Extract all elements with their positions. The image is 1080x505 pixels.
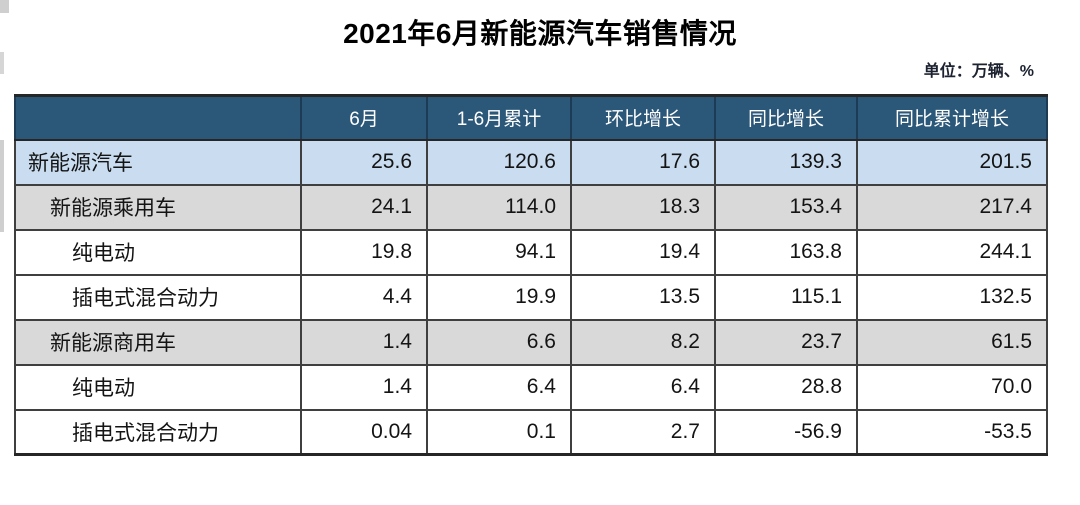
header-row: 6月 1-6月累计 环比增长 同比增长 同比累计增长 <box>14 94 1048 141</box>
table-cell: 6.6 <box>426 318 572 366</box>
table-cell: 115.1 <box>714 273 858 321</box>
table-row-commercial-bev: 纯电动 1.4 6.4 6.4 28.8 70.0 <box>14 363 1048 411</box>
col-header-blank <box>14 94 302 141</box>
table-cell: 24.1 <box>300 183 428 231</box>
table-cell: 244.1 <box>856 228 1048 276</box>
col-header-june: 6月 <box>300 94 428 141</box>
table-cell: 25.6 <box>300 138 428 186</box>
screenshot-edge-artifact <box>0 52 4 74</box>
table-row-passenger-bev: 纯电动 19.8 94.1 19.4 163.8 244.1 <box>14 228 1048 276</box>
page-title: 2021年6月新能源汽车销售情况 <box>343 18 737 49</box>
table-cell: 19.4 <box>570 228 716 276</box>
row-label: 新能源汽车 <box>14 138 302 186</box>
table-cell: 19.8 <box>300 228 428 276</box>
table-cell: 0.1 <box>426 408 572 456</box>
table-cell: 0.04 <box>300 408 428 456</box>
col-header-yoy-cumulative-growth: 同比累计增长 <box>856 94 1048 141</box>
table-cell: 13.5 <box>570 273 716 321</box>
table-cell: 1.4 <box>300 363 428 411</box>
table-cell: 8.2 <box>570 318 716 366</box>
table-cell: 17.6 <box>570 138 716 186</box>
row-label: 插电式混合动力 <box>14 408 302 456</box>
table-row-nev-total: 新能源汽车 25.6 120.6 17.6 139.3 201.5 <box>14 138 1048 186</box>
sales-table: 6月 1-6月累计 环比增长 同比增长 同比累计增长 新能源汽车 25.6 12… <box>14 94 1048 456</box>
table-cell: 132.5 <box>856 273 1048 321</box>
screenshot-edge-artifact <box>0 0 9 13</box>
sales-table-container: 6月 1-6月累计 环比增长 同比增长 同比累计增长 新能源汽车 25.6 12… <box>14 94 1048 456</box>
table-cell: 163.8 <box>714 228 858 276</box>
table-cell: 23.7 <box>714 318 858 366</box>
table-cell: 94.1 <box>426 228 572 276</box>
col-header-mom-growth: 环比增长 <box>570 94 716 141</box>
row-label: 新能源乘用车 <box>14 183 302 231</box>
row-label: 新能源商用车 <box>14 318 302 366</box>
table-cell: 139.3 <box>714 138 858 186</box>
table-cell: 18.3 <box>570 183 716 231</box>
col-header-yoy-growth: 同比增长 <box>714 94 858 141</box>
table-cell: 19.9 <box>426 273 572 321</box>
table-cell: -53.5 <box>856 408 1048 456</box>
table-cell: 217.4 <box>856 183 1048 231</box>
table-cell: 70.0 <box>856 363 1048 411</box>
unit-note: 单位：万辆、% <box>923 63 1034 80</box>
table-cell: 6.4 <box>570 363 716 411</box>
table-row-passenger: 新能源乘用车 24.1 114.0 18.3 153.4 217.4 <box>14 183 1048 231</box>
table-cell: 153.4 <box>714 183 858 231</box>
col-header-jan-june-cumulative: 1-6月累计 <box>426 94 572 141</box>
table-cell: 28.8 <box>714 363 858 411</box>
table-row-commercial-phev: 插电式混合动力 0.04 0.1 2.7 -56.9 -53.5 <box>14 408 1048 456</box>
table-cell: 6.4 <box>426 363 572 411</box>
table-cell: 201.5 <box>856 138 1048 186</box>
screenshot-edge-artifact <box>0 140 4 232</box>
table-cell: 1.4 <box>300 318 428 366</box>
table-cell: 4.4 <box>300 273 428 321</box>
table-cell: 2.7 <box>570 408 716 456</box>
table-cell: 120.6 <box>426 138 572 186</box>
table-row-passenger-phev: 插电式混合动力 4.4 19.9 13.5 115.1 132.5 <box>14 273 1048 321</box>
table-cell: 61.5 <box>856 318 1048 366</box>
table-row-commercial: 新能源商用车 1.4 6.6 8.2 23.7 61.5 <box>14 318 1048 366</box>
row-label: 纯电动 <box>14 228 302 276</box>
table-cell: -56.9 <box>714 408 858 456</box>
table-cell: 114.0 <box>426 183 572 231</box>
row-label: 纯电动 <box>14 363 302 411</box>
row-label: 插电式混合动力 <box>14 273 302 321</box>
